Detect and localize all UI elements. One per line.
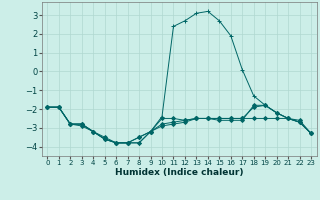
X-axis label: Humidex (Indice chaleur): Humidex (Indice chaleur) <box>115 168 244 177</box>
